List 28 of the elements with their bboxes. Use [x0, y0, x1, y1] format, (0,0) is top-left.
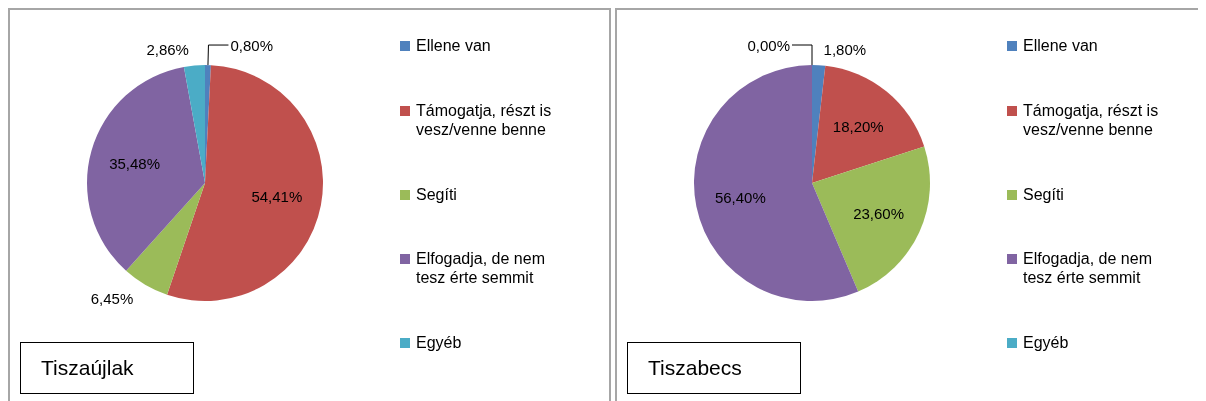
pie-slice: [126, 183, 205, 295]
legend-label: Támogatja, részt is vesz/venne benne: [416, 100, 553, 139]
legend-label: Támogatja, részt is vesz/venne benne: [1023, 100, 1160, 139]
data-label: 18,20%: [832, 117, 884, 135]
legend-label: Egyéb: [416, 333, 463, 352]
legend-label: Egyéb: [1023, 333, 1070, 352]
data-label: 1,80%: [823, 40, 867, 58]
text: 0,00%: [747, 36, 790, 54]
data-label: 0,80%: [230, 36, 274, 54]
pie-slice: [167, 65, 323, 301]
legend-label: Ellene van: [416, 36, 492, 55]
data-label: 23,60%: [853, 204, 905, 222]
data-label: 56,40%: [714, 189, 766, 207]
legend-label: Elfogadja, de nem tesz érte semmit: [416, 249, 546, 288]
text: Tiszaújlak: [20, 342, 194, 394]
data-label: 54,41%: [251, 188, 303, 206]
text: Tiszabecs: [627, 342, 801, 394]
data-label: 35,48%: [109, 154, 161, 172]
data-label: 6,45%: [90, 290, 134, 308]
legend-label: Ellene van: [1023, 36, 1099, 55]
pie-slice: [812, 65, 925, 183]
pie-slice: [183, 65, 205, 183]
pie-slice: [812, 146, 930, 292]
legend-label: Elfogadja, de nem tesz érte semmit: [1023, 249, 1153, 288]
data-label: 2,86%: [146, 41, 189, 59]
pie-slice: [87, 66, 205, 271]
legend-label: Segíti: [416, 184, 458, 204]
legend-label: Segíti: [1023, 184, 1065, 204]
